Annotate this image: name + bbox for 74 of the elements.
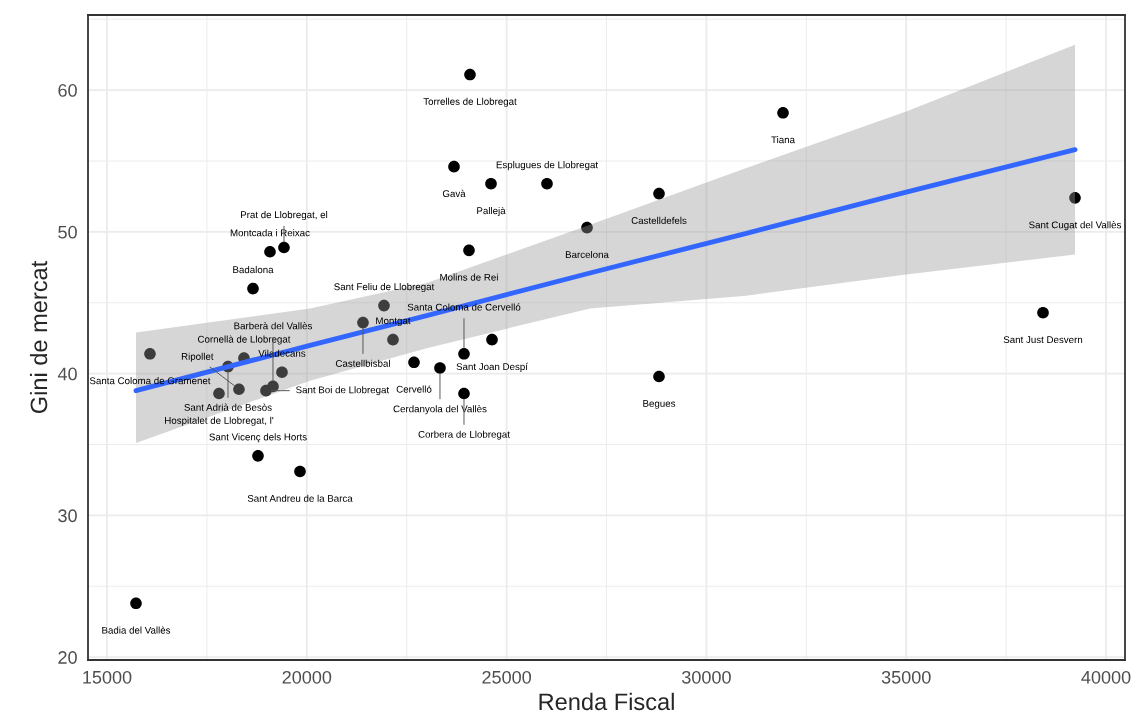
annotation: Gavà [442,189,466,198]
annotation: Sant Just Desvern [1003,336,1083,344]
point [130,597,142,610]
annotation: Sant Vicenç dels Horts [209,433,307,443]
annotation: Corbera de Llobregat [418,430,510,440]
y-axis-title: Gini de mercat [29,260,48,414]
point [464,68,476,81]
point [278,241,290,254]
y-tick-label: 60 [58,84,77,97]
annotation: Sant Feliu de Llobregat [334,283,435,293]
annotation: Barberà del Vallès [234,322,312,330]
annotation: Sant Cugat del Vallès [1029,221,1122,231]
annotation: Prat de Llobregat, el [240,211,328,221]
point [1037,306,1049,319]
annotation: Cornellà de Llobregat [197,335,291,345]
x-tick-label: 30000 [681,670,731,684]
y-tick-label: 50 [58,225,77,239]
annotation: Badia del Vallès [102,626,171,634]
annotation: Sant Adrià de Besòs [184,403,272,411]
point [387,333,399,346]
point [260,384,272,397]
point [276,366,288,379]
annotation: Badalona [233,266,274,274]
x-tick-label: 40000 [1081,670,1131,684]
point [653,370,665,383]
point [777,107,789,119]
point [653,187,665,200]
x-tick-label: 25000 [482,670,531,684]
point [252,450,264,462]
annotation: Montgat [376,317,411,327]
point [378,299,390,312]
point [264,245,276,258]
annotation: Cerdanyola del Vallès [393,405,487,415]
point [581,221,593,234]
point [434,362,446,374]
point [294,465,306,478]
point [448,160,460,173]
point [1069,192,1081,204]
point [357,316,369,329]
annotation: Montcada i Reixac [230,229,310,237]
point [458,347,470,360]
point [408,356,420,369]
x-axis-title: Renda Fiscal [539,692,674,711]
annotation: Begues [643,400,676,409]
annotation: Cervelló [396,385,432,393]
annotation: Barcelona [565,250,609,259]
point [486,333,498,346]
annotation: Santa Coloma de Cervelló [407,303,521,311]
x-tick-label: 20000 [282,670,332,684]
annotation: Sant Andreu de la Barca [247,494,353,502]
point [213,387,225,400]
y-tick-label: 30 [58,509,77,523]
annotation: Tiana [771,136,795,144]
point [485,177,497,190]
y-tick-label: 40 [57,367,77,381]
annotation: Sant Boi de Llobregat [296,386,390,396]
point [458,387,470,400]
x-tick-label: 15000 [83,670,132,684]
point [541,177,553,190]
annotation: Molins de Rei [440,273,498,281]
point [144,347,156,360]
point [463,244,475,257]
y-tick-label: 20 [58,651,77,664]
annotation: Castelldefels [631,216,687,224]
annotation: Ripollet [181,352,214,362]
annotation: Pallejà [477,206,506,217]
annotation: Castellbisbal [335,359,390,367]
point [233,383,245,396]
annotation: Torrelles de Llobregat [423,97,517,107]
annotation: Hospitalet de Llobregat, l' [165,416,274,426]
x-tick-label: 35000 [881,670,931,684]
annotation: Sant Joan Despí [456,362,528,372]
annotation: Esplugues de Llobregat [496,161,599,171]
point [247,282,259,295]
